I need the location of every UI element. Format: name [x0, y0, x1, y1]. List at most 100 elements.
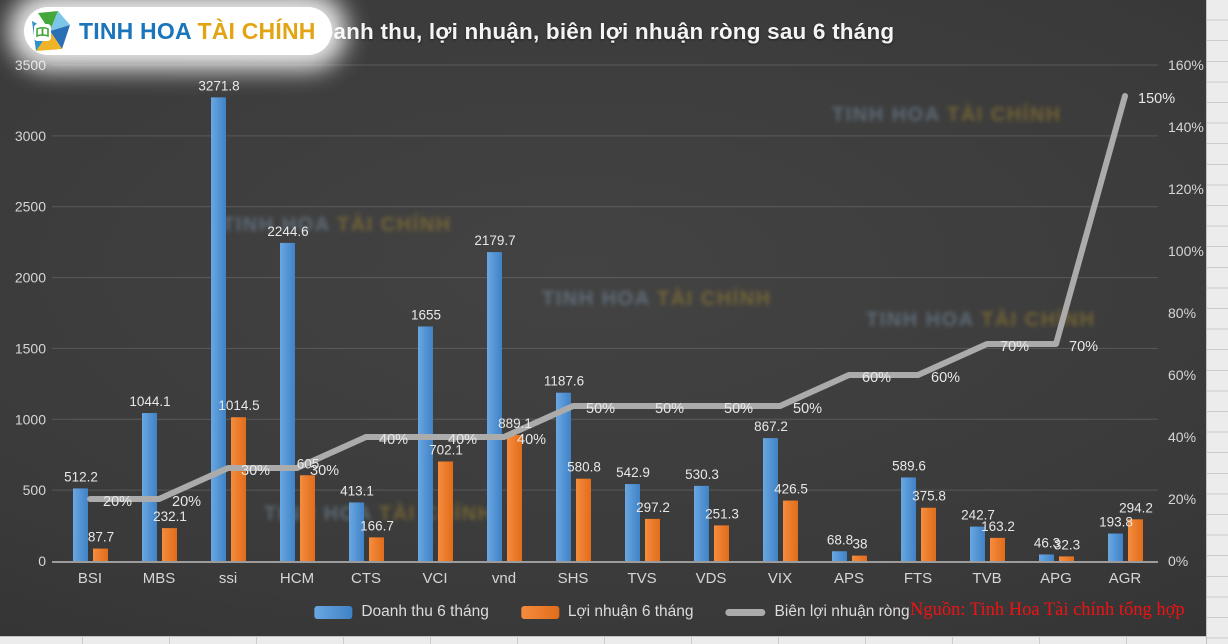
profit-bar-SHS — [576, 478, 591, 561]
revenue-bar-HCM — [280, 242, 295, 561]
svg-text:50%: 50% — [586, 401, 615, 417]
svg-text:46.3: 46.3 — [1034, 535, 1060, 550]
svg-text:1500: 1500 — [15, 340, 46, 356]
revenue-bar-VIX — [763, 438, 778, 561]
watermark-text-secondary: TÀI CHÍNH — [656, 288, 772, 310]
profit-bar-APG — [1059, 556, 1074, 561]
svg-text:VDS: VDS — [696, 570, 727, 587]
svg-text:166.7: 166.7 — [360, 518, 394, 533]
svg-text:297.2: 297.2 — [636, 500, 670, 515]
svg-text:530.3: 530.3 — [685, 467, 719, 482]
category-labels: BSI MBS ssi HCM CTS VCI vnd SHS TVS VDS VIX APS FTS T… — [78, 570, 1142, 587]
svg-text:APG: APG — [1040, 570, 1072, 587]
svg-text:1000: 1000 — [15, 411, 46, 427]
legend-label-profit: Lợi nhuận 6 tháng — [567, 603, 694, 620]
revenue-bar-FTS — [901, 477, 916, 561]
watermark-3: TINH HOA TÀI CHÍNH — [542, 288, 772, 311]
svg-text:0: 0 — [38, 553, 46, 569]
revenue-bar-BSI — [73, 488, 88, 561]
svg-text:2244.6: 2244.6 — [267, 224, 308, 239]
svg-text:FTS: FTS — [904, 570, 932, 587]
profit-bar-AGR — [1128, 519, 1143, 561]
chart-background: TINH HOA TÀI CHÍNH TINH HOA TÀI CHÍNH TI… — [0, 0, 1206, 636]
svg-text:163.2: 163.2 — [981, 519, 1015, 534]
svg-text:251.3: 251.3 — [705, 506, 739, 521]
profit-bar-VIX — [783, 500, 798, 561]
svg-text:512.2: 512.2 — [64, 469, 98, 484]
profit-bar-VDS — [714, 525, 729, 561]
svg-text:80%: 80% — [1168, 305, 1196, 321]
profit-bar-CTS — [369, 537, 384, 561]
profit-bar-HCM — [300, 475, 315, 561]
svg-text:APS: APS — [834, 570, 864, 587]
revenue-bar-TVS — [625, 484, 640, 561]
svg-text:294.2: 294.2 — [1119, 500, 1153, 515]
svg-text:30%: 30% — [241, 463, 270, 479]
svg-text:580.8: 580.8 — [567, 460, 601, 475]
svg-text:2500: 2500 — [15, 199, 46, 215]
watermark-2: TINH HOA TÀI CHÍNH — [222, 214, 452, 237]
source-note: Nguồn: Tinh Hoa Tài chính tổng hợp — [910, 600, 1185, 620]
svg-text:413.1: 413.1 — [340, 483, 374, 498]
svg-text:60%: 60% — [931, 370, 960, 386]
revenue-bar-TVB — [970, 526, 985, 561]
svg-text:MBS: MBS — [143, 570, 176, 587]
profit-bar-vnd — [507, 435, 522, 561]
revenue-bar-MBS — [142, 413, 157, 561]
watermark-text-secondary: TÀI CHÍNH — [946, 104, 1062, 126]
svg-text:vnd: vnd — [492, 570, 516, 587]
right-axis-ticks: 160% 140% 120% 100% 80% 60% 40% 20% 0% — [1168, 57, 1204, 569]
svg-text:889.1: 889.1 — [498, 416, 532, 431]
svg-text:605: 605 — [297, 456, 320, 471]
profit-bar-ssi — [231, 417, 246, 561]
profit-bar-BSI — [93, 548, 108, 561]
revenue-bar-CTS — [349, 502, 364, 561]
svg-text:CTS: CTS — [351, 570, 381, 587]
svg-text:32.3: 32.3 — [1054, 537, 1080, 552]
watermark-text-primary: TINH HOA — [222, 214, 330, 236]
svg-text:40%: 40% — [448, 432, 477, 448]
svg-text:542.9: 542.9 — [616, 465, 650, 480]
profit-bar-TVS — [645, 518, 660, 561]
legend-item-revenue: Doanh thu 6 tháng — [314, 603, 489, 621]
svg-text:193.8: 193.8 — [1099, 515, 1133, 530]
legend-label-revenue: Doanh thu 6 tháng — [361, 603, 489, 620]
svg-text:3500: 3500 — [15, 57, 46, 73]
profit-bar-TVB — [990, 537, 1005, 561]
revenue-bar-APG — [1039, 554, 1054, 561]
svg-text:2179.7: 2179.7 — [474, 233, 515, 248]
revenue-bar-SHS — [556, 392, 571, 561]
svg-text:1044.1: 1044.1 — [129, 394, 170, 409]
profit-bar-MBS — [162, 528, 177, 561]
revenue-bar-vnd — [487, 252, 502, 561]
watermark-text-primary: TINH HOA — [832, 104, 940, 126]
svg-text:VCI: VCI — [422, 570, 447, 587]
revenue-bar-VDS — [694, 485, 709, 561]
svg-text:ssi: ssi — [219, 570, 237, 587]
svg-text:TVB: TVB — [972, 570, 1001, 587]
left-axis-ticks: 3500 3000 2500 2000 1500 1000 500 0 — [15, 57, 46, 569]
svg-text:60%: 60% — [862, 370, 891, 386]
svg-text:1014.5: 1014.5 — [218, 398, 259, 413]
svg-text:60%: 60% — [1168, 367, 1196, 383]
revenue-bar-APS — [832, 551, 847, 561]
watermark-text-secondary: TÀI CHÍNH — [336, 214, 452, 236]
legend-item-margin: Biên lợi nhuận ròng — [725, 603, 910, 621]
svg-text:20%: 20% — [172, 494, 201, 510]
svg-text:70%: 70% — [1069, 339, 1098, 355]
svg-text:120%: 120% — [1168, 181, 1204, 197]
revenue-bar-VCI — [418, 326, 433, 561]
svg-text:TVS: TVS — [627, 570, 656, 587]
svg-text:500: 500 — [23, 482, 47, 498]
profit-bar-VCI — [438, 461, 453, 561]
svg-text:140%: 140% — [1168, 119, 1204, 135]
svg-text:40%: 40% — [1168, 429, 1196, 445]
svg-text:375.8: 375.8 — [912, 489, 946, 504]
svg-text:HCM: HCM — [280, 570, 314, 587]
brand-name-primary: TINH HOA — [79, 17, 191, 44]
legend-item-profit: Lợi nhuận 6 tháng — [520, 603, 694, 621]
watermark-text-primary: TINH HOA — [542, 288, 650, 310]
svg-text:87.7: 87.7 — [88, 530, 114, 545]
svg-text:50%: 50% — [793, 401, 822, 417]
